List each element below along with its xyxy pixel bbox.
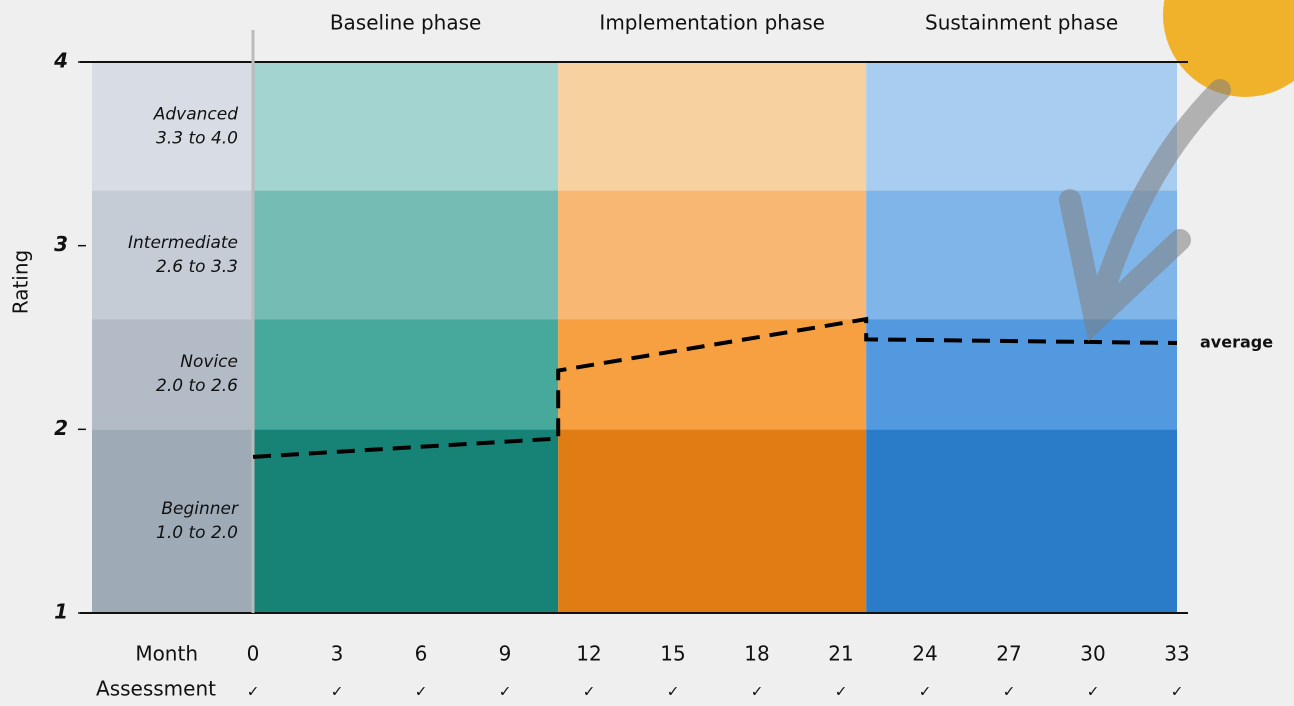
phase-band (866, 319, 1177, 429)
phase-band (253, 191, 558, 320)
assessment-mark: ✓ (1171, 683, 1184, 701)
assessment-mark: ✓ (919, 683, 932, 701)
phase-title: Sustainment phase (925, 11, 1118, 35)
assessment-mark: ✓ (415, 683, 428, 701)
x-axis-label: Month (135, 642, 198, 666)
assessment-mark: ✓ (247, 683, 260, 701)
x-tick-label: 6 (415, 642, 428, 666)
phase-title: Implementation phase (599, 11, 825, 35)
x-tick-label: 12 (576, 642, 601, 666)
level-name: Novice (180, 352, 238, 372)
y-tick-label: 4 (53, 49, 68, 73)
level-band (92, 429, 253, 613)
level-band (92, 319, 253, 429)
x-tick-label: 9 (499, 642, 512, 666)
assessment-mark: ✓ (1087, 683, 1100, 701)
x-tick-label: 27 (996, 642, 1021, 666)
assessment-mark: ✓ (751, 683, 764, 701)
x-tick-label: 24 (912, 642, 937, 666)
phase-band (558, 429, 866, 613)
row-label: Assessment (96, 677, 216, 701)
badge (1163, 0, 1294, 97)
level-band (92, 62, 253, 191)
x-tick-label: 33 (1164, 642, 1189, 666)
phase-title: Baseline phase (330, 11, 482, 35)
assessment-mark: ✓ (667, 683, 680, 701)
assessment-mark: ✓ (835, 683, 848, 701)
x-tick-label: 21 (828, 642, 853, 666)
chart: Rating Beginner 1.0 to 2.0 Novice 2.0 to 2.… (0, 0, 1294, 706)
level-range: 3.3 to 4.0 (156, 128, 238, 148)
series-label: average (1200, 333, 1273, 352)
assessment-mark: ✓ (583, 683, 596, 701)
level-range: 2.0 to 2.6 (156, 376, 238, 396)
level-range: 1.0 to 2.0 (156, 523, 238, 543)
level-name: Intermediate (128, 233, 238, 253)
assessment-mark: ✓ (499, 683, 512, 701)
phase-band (558, 319, 866, 429)
y-axis-label: Rating (9, 250, 33, 314)
phase-band (253, 429, 558, 613)
phase-band (253, 319, 558, 429)
y-tick-label: 3 (54, 232, 68, 256)
level-range: 2.6 to 3.3 (156, 257, 238, 277)
phase-band (866, 62, 1177, 191)
assessment-mark: ✓ (331, 683, 344, 701)
x-tick-label: 3 (331, 642, 344, 666)
y-tick-label: 2 (54, 416, 68, 440)
x-tick-label: 30 (1080, 642, 1105, 666)
level-name: Beginner (161, 499, 239, 519)
phase-band (558, 191, 866, 320)
level-band (92, 191, 253, 320)
x-tick-label: 15 (660, 642, 685, 666)
phase-band (558, 62, 866, 191)
assessment-mark: ✓ (1003, 683, 1016, 701)
level-name: Advanced (153, 104, 238, 124)
y-tick-label: 1 (54, 600, 68, 624)
x-tick-label: 0 (247, 642, 260, 666)
phase-band (866, 429, 1177, 613)
phase-band (253, 62, 558, 191)
x-tick-label: 18 (744, 642, 769, 666)
